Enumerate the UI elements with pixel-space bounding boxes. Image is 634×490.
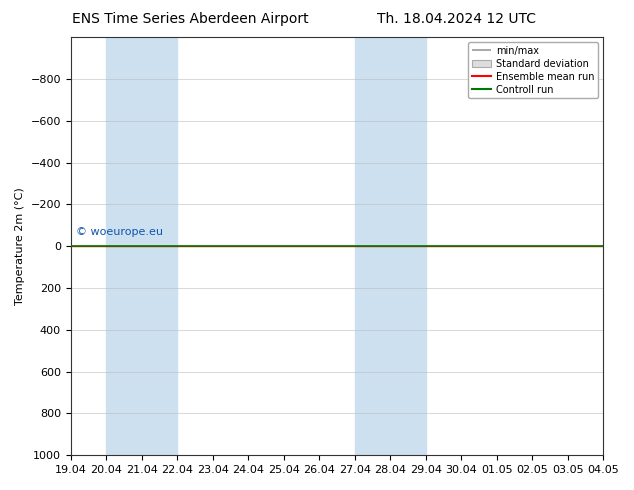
Text: © woeurope.eu: © woeurope.eu [76, 226, 163, 237]
Bar [107, 37, 178, 455]
Bar [354, 37, 425, 455]
Text: ENS Time Series Aberdeen Airport: ENS Time Series Aberdeen Airport [72, 12, 309, 26]
Legend: min/max, Standard deviation, Ensemble mean run, Controll run: min/max, Standard deviation, Ensemble me… [468, 42, 598, 98]
Text: Th. 18.04.2024 12 UTC: Th. 18.04.2024 12 UTC [377, 12, 536, 26]
Y-axis label: Temperature 2m (°C): Temperature 2m (°C) [15, 187, 25, 305]
